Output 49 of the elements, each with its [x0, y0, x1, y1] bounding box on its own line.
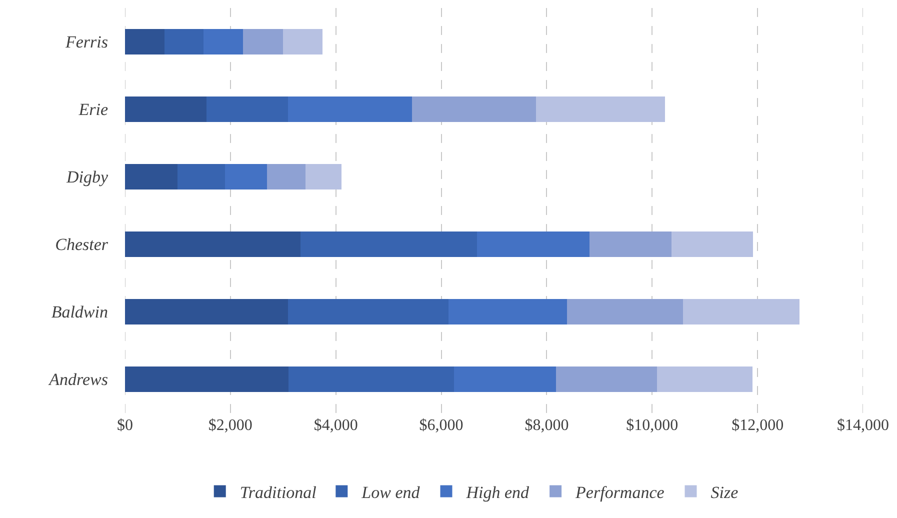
x-tick-label: $12,000 [732, 417, 784, 434]
y-tick-label: Erie [78, 100, 108, 120]
bar [125, 231, 301, 258]
bar [477, 231, 590, 258]
x-tick-label: $6,000 [419, 417, 464, 434]
legend-label: Size [710, 482, 739, 502]
bar [412, 96, 536, 122]
x-tick-label: $0 [117, 417, 133, 434]
y-tick-label: Andrews [48, 370, 108, 390]
y-tick-label: Baldwin [51, 302, 108, 322]
x-tick-label: $8,000 [524, 417, 569, 434]
y-tick-label: Chester [55, 235, 108, 254]
bar [566, 298, 684, 325]
bar [243, 28, 284, 55]
x-tick-label: $14,000 [837, 417, 889, 434]
bar [656, 366, 752, 392]
bar [125, 28, 165, 55]
bar [536, 96, 665, 122]
bar [125, 366, 288, 392]
bar [288, 298, 449, 325]
bar [556, 366, 657, 392]
bar [125, 164, 178, 190]
bar [206, 96, 288, 122]
bar [266, 164, 306, 190]
bar [288, 96, 412, 122]
bar [125, 298, 288, 325]
bar [125, 96, 207, 122]
bar [454, 366, 556, 392]
x-tick-label: $10,000 [626, 417, 678, 434]
y-tick-label: Digby [65, 168, 108, 187]
bar [305, 164, 342, 190]
bar [178, 164, 226, 190]
bar [225, 164, 267, 190]
bar [448, 298, 567, 325]
x-tick-label: $4,000 [314, 417, 358, 434]
legend-label: High end [465, 482, 530, 502]
x-tick-label: $2,000 [208, 417, 252, 434]
bar [683, 298, 800, 325]
bar [204, 28, 244, 55]
bar [672, 231, 753, 258]
legend-label: Traditional [240, 482, 317, 502]
bar [164, 28, 204, 55]
bar [283, 28, 323, 55]
y-tick-label: Ferris [64, 32, 108, 52]
legend-label: Low end [360, 482, 420, 502]
bar [288, 366, 454, 392]
bar [589, 231, 672, 258]
legend-label: Performance [574, 482, 665, 502]
bar [300, 231, 478, 258]
